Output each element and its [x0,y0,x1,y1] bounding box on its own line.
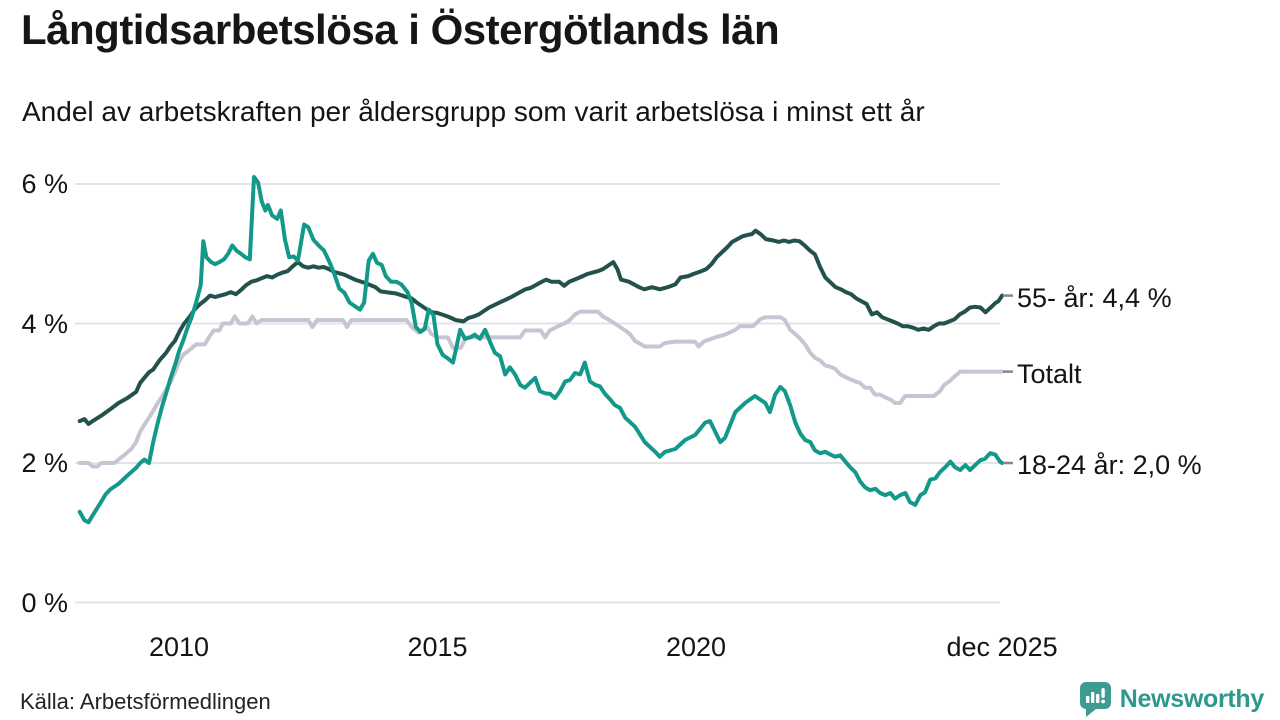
newsworthy-logo: Newsworthy [1079,681,1264,717]
x-axis-tick-dec-2025: dec 2025 [946,632,1058,662]
chart-subtitle: Andel av arbetskraften per åldersgrupp s… [22,96,925,127]
brand-name: Newsworthy [1119,684,1265,713]
page-title: Långtidsarbetslösa i Östergötlands län [21,6,780,53]
y-axis-tick-0: 0 % [21,587,68,618]
series-line-totalt [77,309,1005,469]
series-end-label-totalt: Totalt [1017,358,1082,389]
series-end-label-55-ar: 55- år: 4,4 % [1017,282,1172,313]
x-axis-tick-2015: 2015 [407,632,468,662]
series-line-55-ar [77,228,1005,426]
series-line-18-24-ar [77,175,1005,525]
source-attribution: Källa: Arbetsförmedlingen [20,689,271,714]
x-axis-tick-2010: 2010 [148,632,210,662]
bar-chart-speech-bubble-icon [1079,682,1111,717]
gridlines [75,183,1000,604]
end-label-tick-marks [1003,294,1013,465]
y-axis-tick-4: 4 % [21,308,68,339]
y-axis-tick-6: 6 % [21,169,68,199]
x-axis-tick-2020: 2020 [665,632,727,662]
series-end-label-18-24-ar: 18-24 år: 2,0 % [1017,450,1202,480]
y-axis-tick-2: 2 % [21,448,68,478]
